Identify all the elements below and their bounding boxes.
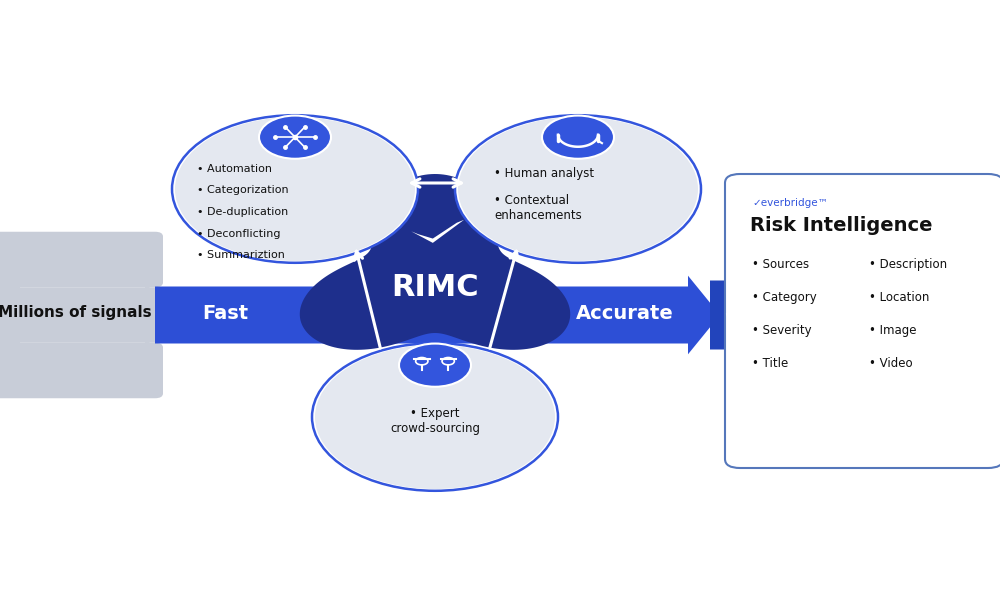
Circle shape [455, 115, 701, 263]
Text: • Expert
crowd-sourcing: • Expert crowd-sourcing [390, 407, 480, 434]
Text: • Summariztion: • Summariztion [197, 250, 284, 260]
Text: Accurate: Accurate [576, 304, 674, 323]
Text: • Deconflicting: • Deconflicting [197, 229, 280, 239]
Text: RIMC: RIMC [391, 274, 479, 302]
Text: Fast: Fast [202, 304, 248, 323]
FancyBboxPatch shape [0, 232, 163, 287]
Polygon shape [300, 174, 570, 350]
Text: • Severity: • Severity [752, 324, 812, 337]
Circle shape [315, 345, 555, 489]
Text: • Contextual
enhancements: • Contextual enhancements [494, 194, 582, 223]
Polygon shape [710, 280, 760, 349]
Text: ✓: ✓ [722, 304, 738, 323]
Text: • Category: • Category [752, 291, 817, 304]
Circle shape [458, 117, 698, 261]
Circle shape [399, 344, 471, 387]
Text: ✓everbridge™: ✓everbridge™ [752, 198, 828, 208]
Circle shape [542, 116, 614, 159]
Text: Millions of signals: Millions of signals [0, 304, 152, 319]
Text: • Description: • Description [869, 258, 947, 271]
FancyBboxPatch shape [725, 174, 1000, 468]
Text: • Sources: • Sources [752, 258, 809, 271]
Circle shape [259, 116, 331, 159]
Text: Risk Intelligence: Risk Intelligence [750, 216, 932, 235]
Text: • Categorization: • Categorization [197, 185, 288, 196]
Polygon shape [145, 283, 180, 346]
Text: • Title: • Title [752, 357, 788, 370]
FancyBboxPatch shape [0, 233, 20, 397]
Text: • Automation: • Automation [197, 164, 272, 174]
Text: • Image: • Image [869, 324, 916, 337]
Circle shape [312, 343, 558, 491]
FancyBboxPatch shape [0, 287, 163, 343]
Text: • Video: • Video [869, 357, 913, 370]
Circle shape [172, 115, 418, 263]
Circle shape [175, 117, 415, 261]
Text: • Human analyst: • Human analyst [494, 167, 594, 181]
Text: • De-duplication: • De-duplication [197, 207, 288, 217]
Polygon shape [411, 220, 464, 243]
Polygon shape [155, 275, 720, 354]
Text: • Location: • Location [869, 291, 929, 304]
FancyBboxPatch shape [0, 343, 163, 398]
